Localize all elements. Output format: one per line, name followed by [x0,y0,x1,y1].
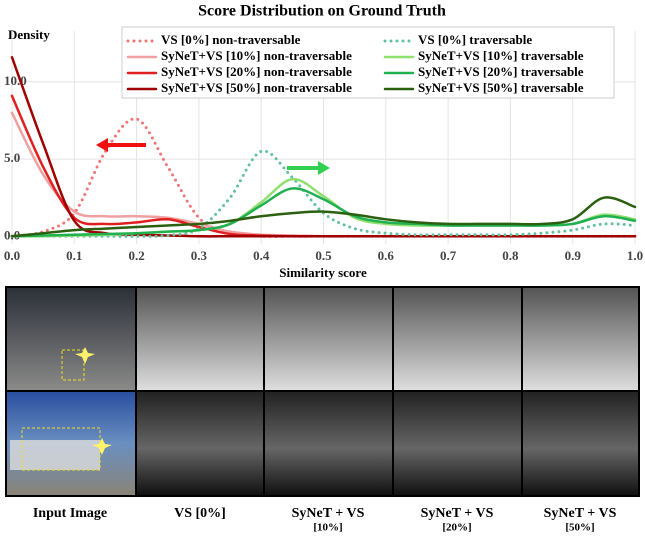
caption: SyNeT + VS [421,506,494,521]
output-image [523,288,638,390]
input-image [7,288,135,390]
x-tick-label: 0.5 [315,248,332,263]
y-tick-label: 5.0 [4,150,20,165]
x-tick-label: 0.1 [66,248,82,263]
caption: Input Image [33,506,107,521]
output-image [137,288,263,390]
x-tick-label: 0.9 [565,248,582,263]
output-image [394,392,521,495]
green-arrow [287,161,330,175]
x-tick-label: 0.2 [128,248,144,263]
box [61,349,85,381]
x-tick-label: 0.6 [378,248,395,263]
x-tick-label: 0.4 [253,248,270,263]
x-tick-label: 0.3 [191,248,208,263]
y-axis-label: Density [8,27,50,42]
output-image [265,288,392,390]
caption-sub: [50%] [565,522,594,534]
legend-label: SyNeT+VS [10%] non-traversable [161,48,352,63]
legend-label: SyNeT+VS [10%] traversable [418,48,584,63]
output-image [265,392,392,495]
x-axis-label: Similarity score [279,265,367,280]
caption-sub: [10%] [313,522,342,534]
x-tick-label: 0.8 [502,248,519,263]
legend-label: VS [0%] non-traversable [161,32,301,47]
legend-label: SyNeT+VS [50%] non-traversable [161,80,352,95]
image-grid [5,286,640,497]
snow [10,440,100,470]
y-tick-label: 0.0 [4,227,20,242]
legend-label: SyNeT+VS [20%] non-traversable [161,64,352,79]
legend-label: VS [0%] traversable [418,32,532,47]
x-tick-label: 0.7 [440,248,457,263]
caption: VS [0%] [174,506,226,521]
caption-sub: [20%] [442,522,471,534]
caption: SyNeT + VS [292,506,365,521]
star [75,347,95,364]
red-arrow [96,138,146,152]
x-tick-label: 1.0 [627,248,643,263]
caption: SyNeT + VS [544,506,617,521]
legend-label: SyNeT+VS [50%] traversable [418,80,584,95]
x-tick-label: 0.0 [4,248,20,263]
series-line [10,196,637,238]
series-line [10,187,637,238]
output-image [137,392,263,495]
legend-label: SyNeT+VS [20%] traversable [418,64,584,79]
plot [10,55,637,239]
chart-title: Score Distribution on Ground Truth [198,3,446,20]
star [92,438,112,455]
captions: Input Image VS [0%] SyNeT + VS[10%]SyNeT +… [33,506,617,533]
output-image [394,288,521,390]
output-image [523,392,638,495]
legend-box [121,26,615,99]
series-line [10,149,637,238]
